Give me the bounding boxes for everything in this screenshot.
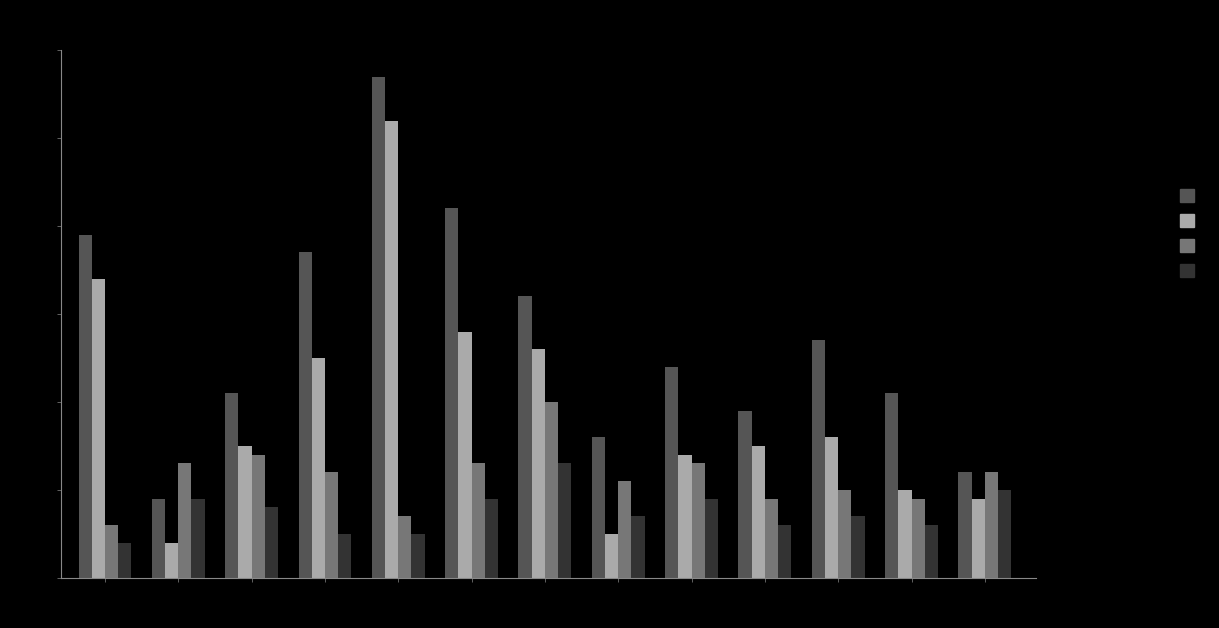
Bar bbox=[691, 463, 705, 578]
Bar bbox=[239, 446, 251, 578]
Bar bbox=[839, 490, 851, 578]
Bar bbox=[739, 411, 752, 578]
Bar bbox=[678, 455, 691, 578]
Bar bbox=[898, 490, 912, 578]
Bar bbox=[458, 332, 472, 578]
Bar bbox=[812, 340, 825, 578]
Bar bbox=[764, 499, 778, 578]
Bar bbox=[998, 490, 1012, 578]
Bar bbox=[91, 279, 105, 578]
Bar bbox=[312, 358, 325, 578]
Bar bbox=[445, 208, 458, 578]
Bar bbox=[325, 472, 338, 578]
Bar bbox=[472, 463, 485, 578]
Bar bbox=[825, 437, 839, 578]
Legend: , , , : , , , bbox=[1180, 189, 1204, 278]
Bar bbox=[265, 507, 278, 578]
Bar bbox=[545, 402, 558, 578]
Bar bbox=[985, 472, 998, 578]
Bar bbox=[518, 296, 531, 578]
Bar bbox=[191, 499, 205, 578]
Bar bbox=[591, 437, 605, 578]
Bar bbox=[972, 499, 985, 578]
Bar bbox=[485, 499, 497, 578]
Bar bbox=[152, 499, 165, 578]
Bar bbox=[631, 516, 645, 578]
Bar bbox=[666, 367, 678, 578]
Bar bbox=[618, 481, 631, 578]
Bar bbox=[885, 393, 898, 578]
Bar bbox=[251, 455, 265, 578]
Bar bbox=[226, 393, 239, 578]
Bar bbox=[558, 463, 572, 578]
Bar bbox=[105, 525, 118, 578]
Bar bbox=[705, 499, 718, 578]
Bar bbox=[958, 472, 972, 578]
Bar bbox=[752, 446, 764, 578]
Bar bbox=[385, 121, 399, 578]
Bar bbox=[851, 516, 864, 578]
Bar bbox=[925, 525, 937, 578]
Bar bbox=[412, 534, 424, 578]
Bar bbox=[912, 499, 925, 578]
Bar bbox=[338, 534, 351, 578]
Bar bbox=[165, 543, 178, 578]
Bar bbox=[605, 534, 618, 578]
Bar bbox=[299, 252, 312, 578]
Bar bbox=[399, 516, 412, 578]
Bar bbox=[531, 349, 545, 578]
Bar bbox=[178, 463, 191, 578]
Bar bbox=[78, 235, 91, 578]
Bar bbox=[778, 525, 791, 578]
Bar bbox=[372, 77, 385, 578]
Bar bbox=[118, 543, 132, 578]
